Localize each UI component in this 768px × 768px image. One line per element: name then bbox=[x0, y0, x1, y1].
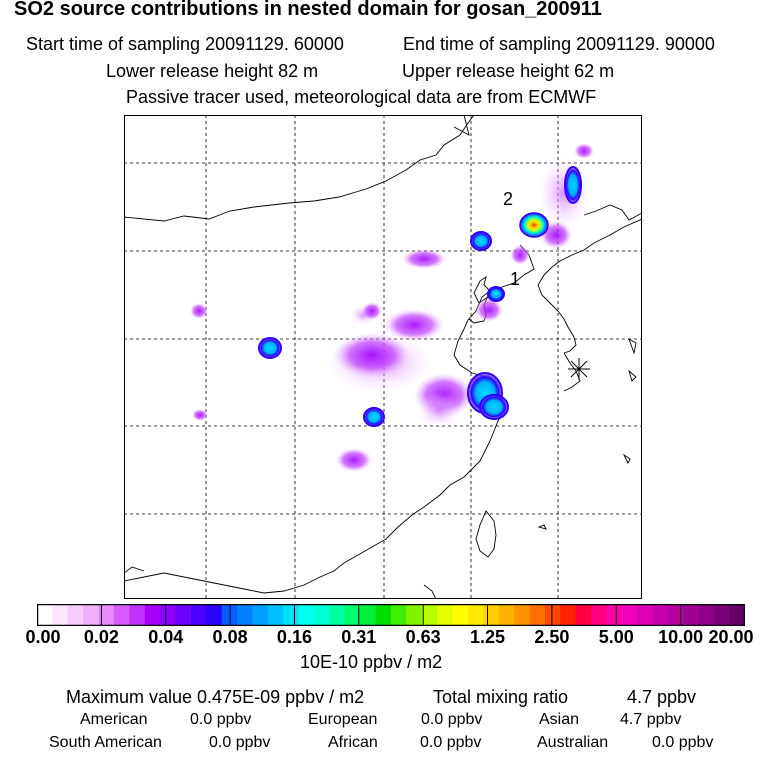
colorbar-tick-label: 2.50 bbox=[534, 627, 570, 647]
colorbar-tick-label: 0.16 bbox=[276, 627, 312, 647]
start-time-label: Start time of sampling 20091129. 60000 bbox=[26, 34, 344, 54]
colorbar-cell bbox=[668, 604, 684, 626]
colorbar-cell bbox=[483, 604, 500, 626]
colorbar-cell bbox=[637, 604, 654, 626]
colorbar-cell bbox=[421, 604, 438, 626]
colorbar-cell bbox=[452, 604, 469, 626]
colorbar-cell bbox=[514, 604, 531, 626]
colorbar-cell bbox=[67, 604, 84, 626]
colorbar-cell bbox=[98, 604, 115, 626]
region-value: 0.0 ppbv bbox=[421, 711, 483, 728]
tracer-note: Passive tracer used, meteorological data… bbox=[126, 87, 597, 107]
colorbar-cell bbox=[129, 604, 146, 626]
region-value: 4.7 ppbv bbox=[620, 711, 682, 728]
colorbar-unit: 10E-10 ppbv / m2 bbox=[300, 652, 443, 672]
end-time-label: End time of sampling 20091129. 90000 bbox=[403, 34, 715, 54]
plot-title: SO2 source contributions in nested domai… bbox=[14, 0, 602, 20]
region-value: 0.0 ppbv bbox=[420, 734, 482, 751]
upper-release-height: Upper release height 62 m bbox=[402, 61, 615, 81]
colorbar-cell bbox=[375, 604, 392, 626]
colorbar-cell bbox=[252, 604, 269, 626]
coastlines bbox=[124, 115, 642, 599]
colorbar-tick-label: 0.63 bbox=[405, 627, 441, 647]
colorbar-cell bbox=[683, 604, 700, 626]
colorbar-tick-label: 0.31 bbox=[341, 627, 377, 647]
total-mixing-label: Total mixing ratio bbox=[433, 687, 569, 707]
colorbar-tick-label: 0.00 bbox=[25, 627, 61, 647]
colorbar-tick-label: 5.00 bbox=[598, 627, 634, 647]
region-name: Asian bbox=[539, 711, 580, 728]
source-marker-1: 1 bbox=[510, 269, 520, 289]
colorbar-cell bbox=[498, 604, 515, 626]
region-name: South American bbox=[49, 734, 162, 751]
colorbar-cell bbox=[190, 604, 207, 626]
colorbar-cell bbox=[544, 604, 561, 626]
region-value: 0.0 ppbv bbox=[652, 734, 714, 751]
region-value: 0.0 ppbv bbox=[209, 734, 271, 751]
colorbar-cell bbox=[652, 604, 669, 626]
receptor-marker bbox=[568, 358, 590, 380]
colorbar-cell bbox=[698, 604, 715, 626]
lower-release-height: Lower release height 82 m bbox=[106, 61, 319, 81]
max-value: Maximum value 0.475E-09 ppbv / m2 bbox=[66, 687, 365, 707]
colorbar-cell bbox=[591, 604, 607, 626]
hotspots bbox=[258, 166, 582, 427]
region-name: African bbox=[328, 734, 378, 751]
colorbar-cell bbox=[206, 604, 223, 626]
colorbar-cell bbox=[113, 604, 130, 626]
colorbar-tick-label: 0.04 bbox=[148, 627, 184, 647]
source-marker-2: 2 bbox=[503, 189, 513, 209]
colorbar bbox=[37, 604, 745, 626]
colorbar-cell bbox=[144, 604, 161, 626]
region-value: 0.0 ppbv bbox=[190, 711, 252, 728]
colorbar-cell bbox=[575, 604, 592, 626]
colorbar-cell bbox=[391, 604, 407, 626]
colorbar-cell bbox=[37, 604, 53, 626]
region-name: American bbox=[80, 711, 148, 728]
colorbar-cell bbox=[729, 604, 745, 626]
colorbar-cell bbox=[314, 604, 330, 626]
colorbar-cell bbox=[52, 604, 69, 626]
colorbar-cell bbox=[267, 604, 284, 626]
colorbar-cell bbox=[560, 604, 577, 626]
concentration-map: 1 2 bbox=[124, 115, 642, 599]
region-name: Australian bbox=[537, 734, 609, 751]
colorbar-cell bbox=[714, 604, 731, 626]
colorbar-cell bbox=[467, 604, 484, 626]
colorbar-cell bbox=[606, 604, 623, 626]
colorbar-tick-label: 0.08 bbox=[212, 627, 248, 647]
colorbar-cell bbox=[360, 604, 377, 626]
colorbar-cell bbox=[237, 604, 253, 626]
colorbar-tick-label: 20.00 bbox=[708, 627, 754, 647]
colorbar-cell bbox=[437, 604, 454, 626]
colorbar-cell bbox=[329, 604, 346, 626]
colorbar-cell bbox=[160, 604, 177, 626]
colorbar-cell bbox=[406, 604, 423, 626]
colorbar-cell bbox=[175, 604, 192, 626]
colorbar-cell bbox=[283, 604, 300, 626]
total-mixing-value: 4.7 ppbv bbox=[627, 687, 697, 707]
colorbar-tick-label: 1.25 bbox=[470, 627, 506, 647]
colorbar-cell bbox=[83, 604, 100, 626]
colorbar-tick-label: 0.02 bbox=[83, 627, 119, 647]
region-name: European bbox=[308, 711, 378, 728]
colorbar-cell bbox=[298, 604, 315, 626]
colorbar-tick-label: 10.00 bbox=[658, 627, 704, 647]
colorbar-cell bbox=[344, 604, 361, 626]
colorbar-cell bbox=[529, 604, 546, 626]
colorbar-cell bbox=[621, 604, 638, 626]
